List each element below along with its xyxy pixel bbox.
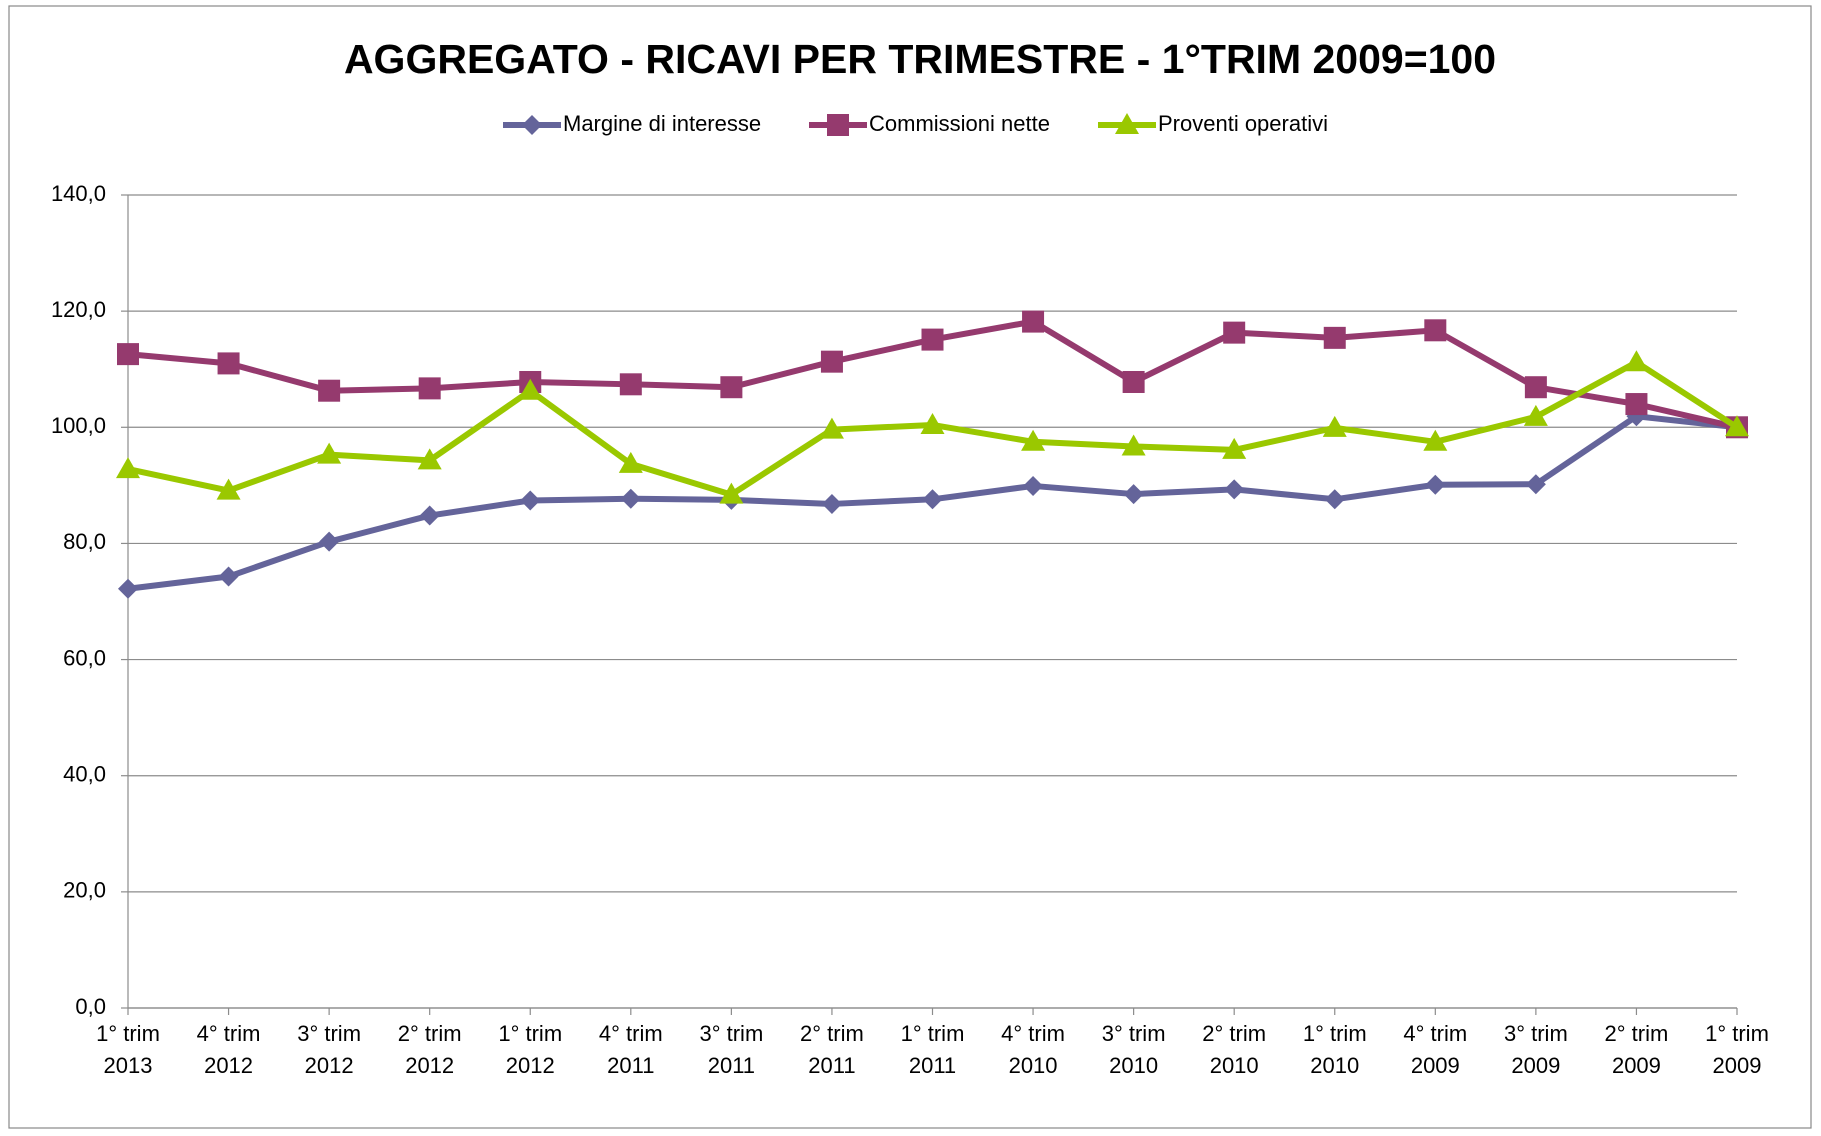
marker: [1122, 370, 1145, 393]
x-tick-label: 2° trim 2012: [397, 1021, 462, 1078]
marker: [318, 379, 341, 402]
chart-title: AGGREGATO - RICAVI PER TRIMESTRE - 1°TRI…: [344, 36, 1496, 82]
marker: [1223, 321, 1246, 344]
marker: [720, 376, 743, 399]
x-tick-label: 3° trim 2009: [1503, 1021, 1568, 1078]
x-tick-label: 2° trim 2011: [800, 1021, 864, 1078]
marker: [116, 457, 140, 479]
marker: [1424, 319, 1447, 342]
x-tick-label: 4° trim 2012: [196, 1021, 261, 1078]
marker: [1625, 393, 1648, 416]
marker: [1322, 415, 1347, 437]
x-tick-label: 3° trim 2012: [297, 1021, 362, 1078]
marker: [920, 412, 945, 434]
marker: [1021, 429, 1046, 451]
marker: [1523, 404, 1548, 426]
marker: [820, 350, 843, 373]
marker: [619, 373, 642, 396]
marker: [1121, 434, 1146, 456]
legend-label: Proventi operativi: [1158, 111, 1328, 136]
x-tick-label: 1° trim 2011: [900, 1021, 965, 1078]
marker: [518, 378, 543, 400]
marker: [217, 352, 240, 375]
marker: [1423, 429, 1448, 451]
x-tick-label: 4° trim 2011: [598, 1021, 663, 1078]
x-tick-label: 1° trim 2009: [1705, 1021, 1769, 1078]
marker: [1022, 310, 1045, 333]
marker: [522, 115, 542, 135]
y-tick-label: 20,0: [63, 878, 106, 903]
marker: [419, 505, 440, 526]
marker: [1324, 489, 1345, 510]
x-tick-label: 1° trim 2012: [498, 1021, 563, 1078]
x-tick-label: 4° trim 2010: [1001, 1021, 1065, 1078]
chart-border: [8, 5, 1812, 1129]
marker: [1525, 474, 1546, 495]
marker: [1023, 475, 1044, 496]
x-tick-label: 4° trim 2009: [1403, 1021, 1468, 1078]
marker: [417, 448, 442, 470]
marker: [1425, 474, 1446, 495]
x-tick-label: 3° trim 2011: [699, 1021, 764, 1078]
marker: [1222, 437, 1247, 459]
marker: [520, 490, 541, 511]
y-tick-label: 80,0: [63, 529, 106, 554]
legend-label: Commissioni nette: [869, 111, 1050, 136]
marker: [1224, 479, 1245, 500]
marker: [620, 488, 641, 509]
marker: [719, 482, 744, 504]
y-tick-label: 100,0: [51, 413, 106, 438]
marker: [819, 417, 844, 439]
marker: [216, 478, 241, 500]
marker: [218, 566, 239, 587]
y-tick-label: 120,0: [51, 297, 106, 322]
marker: [922, 489, 943, 510]
marker: [1624, 350, 1649, 372]
marker: [1323, 326, 1346, 349]
legend-label: Margine di interesse: [563, 111, 761, 136]
x-tick-label: 1° trim 2013: [96, 1021, 160, 1078]
x-tick-label: 2° trim 2009: [1604, 1021, 1669, 1078]
y-tick-label: 60,0: [63, 645, 106, 670]
y-tick-label: 140,0: [51, 181, 106, 206]
y-tick-label: 0,0: [75, 994, 106, 1019]
marker: [1725, 415, 1749, 437]
marker: [418, 377, 441, 400]
marker: [821, 493, 842, 514]
marker: [921, 328, 944, 351]
marker: [1123, 484, 1144, 505]
marker: [1524, 376, 1547, 399]
x-tick-label: 1° trim 2010: [1302, 1021, 1367, 1078]
marker: [319, 531, 340, 552]
marker: [1115, 113, 1139, 134]
x-tick-label: 3° trim 2010: [1101, 1021, 1166, 1078]
marker: [317, 442, 342, 464]
y-tick-label: 40,0: [63, 762, 106, 787]
marker: [618, 451, 643, 473]
marker: [118, 578, 138, 599]
marker: [827, 114, 849, 136]
x-tick-label: 2° trim 2010: [1202, 1021, 1267, 1078]
marker: [117, 343, 139, 366]
